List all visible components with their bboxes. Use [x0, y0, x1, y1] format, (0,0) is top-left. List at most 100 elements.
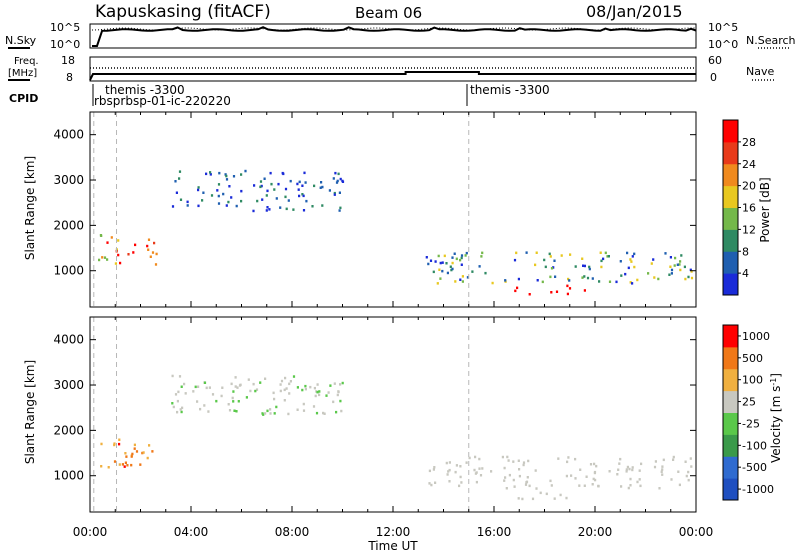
heatmap-cell — [337, 172, 340, 176]
noise-panel-frame — [89, 23, 697, 49]
heatmap-cell — [565, 496, 568, 500]
heatmap-cell — [670, 268, 674, 272]
heatmap-cell — [118, 463, 121, 466]
heatmap-cell — [574, 477, 577, 480]
heatmap-cell — [478, 457, 481, 461]
y-tick-label: 4000 — [53, 333, 84, 347]
heatmap-cell — [203, 381, 207, 384]
heatmap-cell — [647, 272, 650, 275]
colorbar-segment — [723, 325, 738, 348]
heatmap-cell — [113, 442, 116, 445]
heatmap-cell — [220, 394, 223, 398]
heatmap-cell — [259, 381, 262, 384]
heatmap-cell — [339, 177, 342, 181]
heatmap-cell — [594, 478, 597, 482]
heatmap-cell — [302, 209, 306, 212]
heatmap-cell — [340, 409, 343, 413]
heatmap-cell — [583, 264, 586, 268]
heatmap-cell — [284, 376, 287, 380]
heatmap-cell — [570, 474, 573, 477]
heatmap-cell — [631, 468, 634, 472]
heatmap-cell — [313, 386, 316, 390]
heatmap-cell — [142, 451, 145, 454]
heatmap-cell — [446, 473, 449, 476]
heatmap-cell — [273, 188, 276, 191]
heatmap-cell — [255, 388, 259, 391]
heatmap-cell — [147, 238, 151, 241]
x-axis-label: Time UT — [367, 539, 418, 553]
heatmap-cell — [237, 400, 240, 403]
heatmap-cell — [600, 265, 603, 269]
heatmap-cell — [151, 450, 154, 453]
heatmap-cell — [588, 265, 591, 269]
heatmap-cell — [302, 402, 305, 406]
heatmap-cell — [629, 477, 632, 481]
power-ylabel: Slant Range [km] — [23, 156, 37, 260]
heatmap-cell — [553, 259, 556, 262]
heatmap-cell — [172, 405, 175, 409]
heatmap-cell — [181, 406, 184, 410]
heatmap-cell — [425, 256, 428, 259]
heatmap-cell — [253, 184, 256, 187]
heatmap-cell — [336, 179, 339, 183]
heatmap-cell — [653, 276, 656, 279]
heatmap-cell — [481, 251, 484, 255]
heatmap-cell — [473, 468, 476, 472]
heatmap-cell — [448, 468, 451, 472]
heatmap-cell — [685, 474, 688, 478]
heatmap-cell — [680, 254, 683, 257]
heatmap-cell — [176, 410, 179, 414]
heatmap-cell — [273, 397, 276, 401]
heatmap-cell — [268, 208, 271, 211]
heatmap-cell — [118, 438, 121, 441]
heatmap-cell — [559, 493, 562, 497]
heatmap-cell — [318, 393, 321, 397]
y-tick-label: 1000 — [53, 264, 84, 278]
heatmap-cell — [247, 378, 250, 381]
heatmap-cell — [339, 383, 342, 386]
heatmap-cell — [148, 444, 151, 447]
heatmap-cell — [180, 385, 183, 388]
heatmap-cell — [265, 194, 268, 197]
heatmap-cell — [234, 376, 237, 379]
heatmap-cell — [110, 236, 113, 239]
station-title: Kapuskasing (fitACF) — [95, 2, 271, 22]
power-colorbar-label: Power [dB] — [758, 177, 772, 242]
heatmap-cell — [261, 412, 264, 415]
heatmap-cell — [574, 265, 577, 268]
colorbar-tick-label: -100 — [742, 439, 767, 452]
heatmap-cell — [517, 497, 520, 500]
heatmap-cell — [334, 171, 337, 175]
heatmap-cell — [633, 265, 636, 269]
heatmap-cell — [296, 408, 299, 411]
noise-left-label: N.Sky — [5, 34, 37, 47]
heatmap-cell — [244, 169, 247, 173]
heatmap-cell — [432, 468, 435, 471]
heatmap-cell — [474, 455, 477, 459]
heatmap-cell — [504, 279, 507, 282]
heatmap-cell — [638, 478, 641, 481]
heatmap-cell — [690, 276, 694, 280]
noise-sky-line — [92, 26, 697, 47]
colorbar-tick-label: -25 — [742, 417, 760, 430]
noise-right-label: N.Search — [746, 34, 796, 47]
heatmap-cell — [285, 387, 288, 390]
heatmap-cell — [449, 265, 452, 268]
cpid-entry-3: themis -3300 — [470, 83, 550, 97]
heatmap-cell — [481, 467, 484, 470]
freq-right-tick-bottom: 0 — [710, 71, 717, 84]
heatmap-cell — [549, 255, 552, 258]
x-tick-label: 00:00 — [679, 525, 714, 539]
heatmap-cell — [491, 281, 494, 285]
heatmap-cell — [527, 459, 530, 463]
heatmap-cell — [664, 252, 667, 255]
y-tick-label: 3000 — [53, 378, 84, 392]
heatmap-cell — [636, 278, 639, 282]
heatmap-cell — [640, 462, 643, 466]
heatmap-cell — [581, 276, 584, 279]
colorbar-segment — [723, 346, 738, 370]
heatmap-cell — [555, 290, 559, 293]
heatmap-cell — [441, 269, 444, 273]
heatmap-cell — [134, 243, 137, 247]
